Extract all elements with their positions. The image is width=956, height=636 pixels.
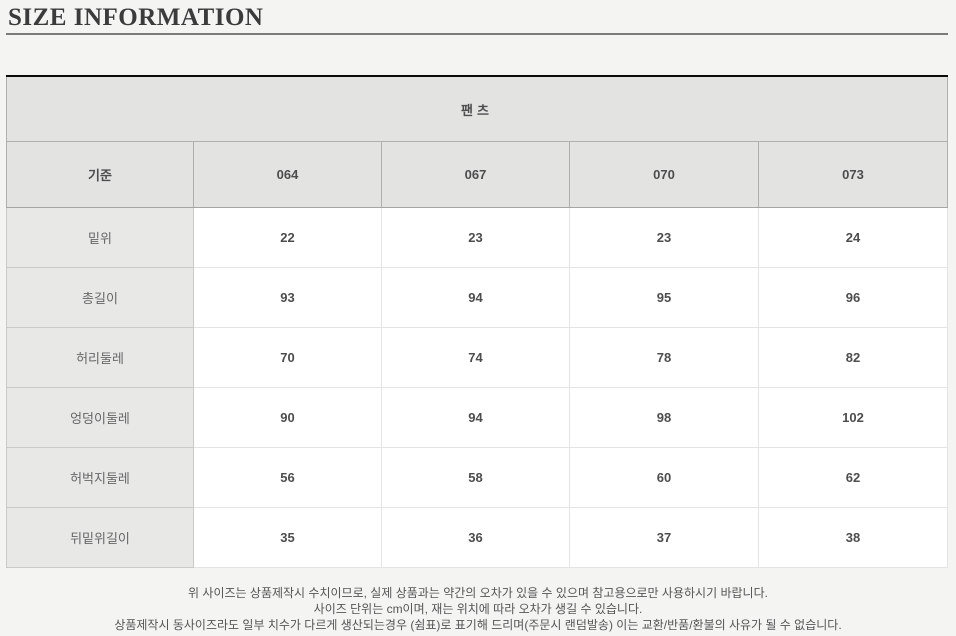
column-header-size-064: 064 bbox=[193, 141, 382, 208]
row-label: 허리둘레 bbox=[6, 327, 194, 388]
size-cell: 102 bbox=[757, 387, 949, 448]
size-table: 팬츠 기준 064 067 070 073 밑위 22 23 23 24 총길이… bbox=[5, 75, 949, 568]
size-cell: 74 bbox=[381, 327, 570, 388]
size-cell: 37 bbox=[569, 507, 759, 568]
title-divider bbox=[6, 33, 948, 35]
row-label: 뒤밑위길이 bbox=[6, 507, 194, 568]
size-cell: 58 bbox=[381, 447, 570, 508]
size-notes: 위 사이즈는 상품제작시 수치이므로, 실제 상품과는 약간의 오차가 있을 수… bbox=[0, 585, 956, 633]
size-cell: 70 bbox=[193, 327, 382, 388]
table-row-waist: 허리둘레 70 74 78 82 bbox=[6, 327, 949, 388]
row-label: 허벅지둘레 bbox=[6, 447, 194, 508]
size-cell: 56 bbox=[193, 447, 382, 508]
column-header-row: 기준 064 067 070 073 bbox=[6, 141, 949, 208]
note-line-1: 위 사이즈는 상품제작시 수치이므로, 실제 상품과는 약간의 오차가 있을 수… bbox=[188, 586, 768, 600]
size-cell: 24 bbox=[757, 207, 949, 268]
note-line-2: 사이즈 단위는 cm이며, 재는 위치에 따라 오차가 생길 수 있습니다. bbox=[313, 602, 643, 616]
column-header-size-067: 067 bbox=[381, 141, 570, 208]
column-header-base: 기준 bbox=[6, 141, 194, 208]
size-cell: 94 bbox=[381, 267, 570, 328]
size-cell: 60 bbox=[569, 447, 759, 508]
table-row-back-rise: 뒤밑위길이 35 36 37 38 bbox=[6, 507, 949, 568]
size-cell: 82 bbox=[757, 327, 949, 388]
size-cell: 35 bbox=[193, 507, 382, 568]
size-cell: 36 bbox=[381, 507, 570, 568]
table-row-rise: 밑위 22 23 23 24 bbox=[6, 207, 949, 268]
note-line-3: 상품제작시 동사이즈라도 일부 치수가 다르게 생산되는경우 (쉼표)로 표기해… bbox=[114, 618, 842, 632]
row-label: 밑위 bbox=[6, 207, 194, 268]
category-header-row: 팬츠 bbox=[5, 75, 949, 142]
row-label: 엉덩이둘레 bbox=[6, 387, 194, 448]
size-cell: 23 bbox=[381, 207, 570, 268]
table-row-total-length: 총길이 93 94 95 96 bbox=[6, 267, 949, 328]
table-row-thigh: 허벅지둘레 56 58 60 62 bbox=[6, 447, 949, 508]
column-header-size-073: 073 bbox=[757, 141, 949, 208]
size-cell: 78 bbox=[569, 327, 759, 388]
size-cell: 96 bbox=[757, 267, 949, 328]
size-cell: 95 bbox=[569, 267, 759, 328]
size-cell: 94 bbox=[381, 387, 570, 448]
category-header: 팬츠 bbox=[5, 75, 949, 142]
table-row-hip: 엉덩이둘레 90 94 98 102 bbox=[6, 387, 949, 448]
size-cell: 62 bbox=[757, 447, 949, 508]
size-cell: 38 bbox=[757, 507, 949, 568]
page-title: SIZE INFORMATION bbox=[8, 4, 264, 31]
size-cell: 98 bbox=[569, 387, 759, 448]
size-cell: 90 bbox=[193, 387, 382, 448]
size-cell: 23 bbox=[569, 207, 759, 268]
row-label: 총길이 bbox=[6, 267, 194, 328]
size-cell: 93 bbox=[193, 267, 382, 328]
column-header-size-070: 070 bbox=[569, 141, 759, 208]
size-cell: 22 bbox=[193, 207, 382, 268]
